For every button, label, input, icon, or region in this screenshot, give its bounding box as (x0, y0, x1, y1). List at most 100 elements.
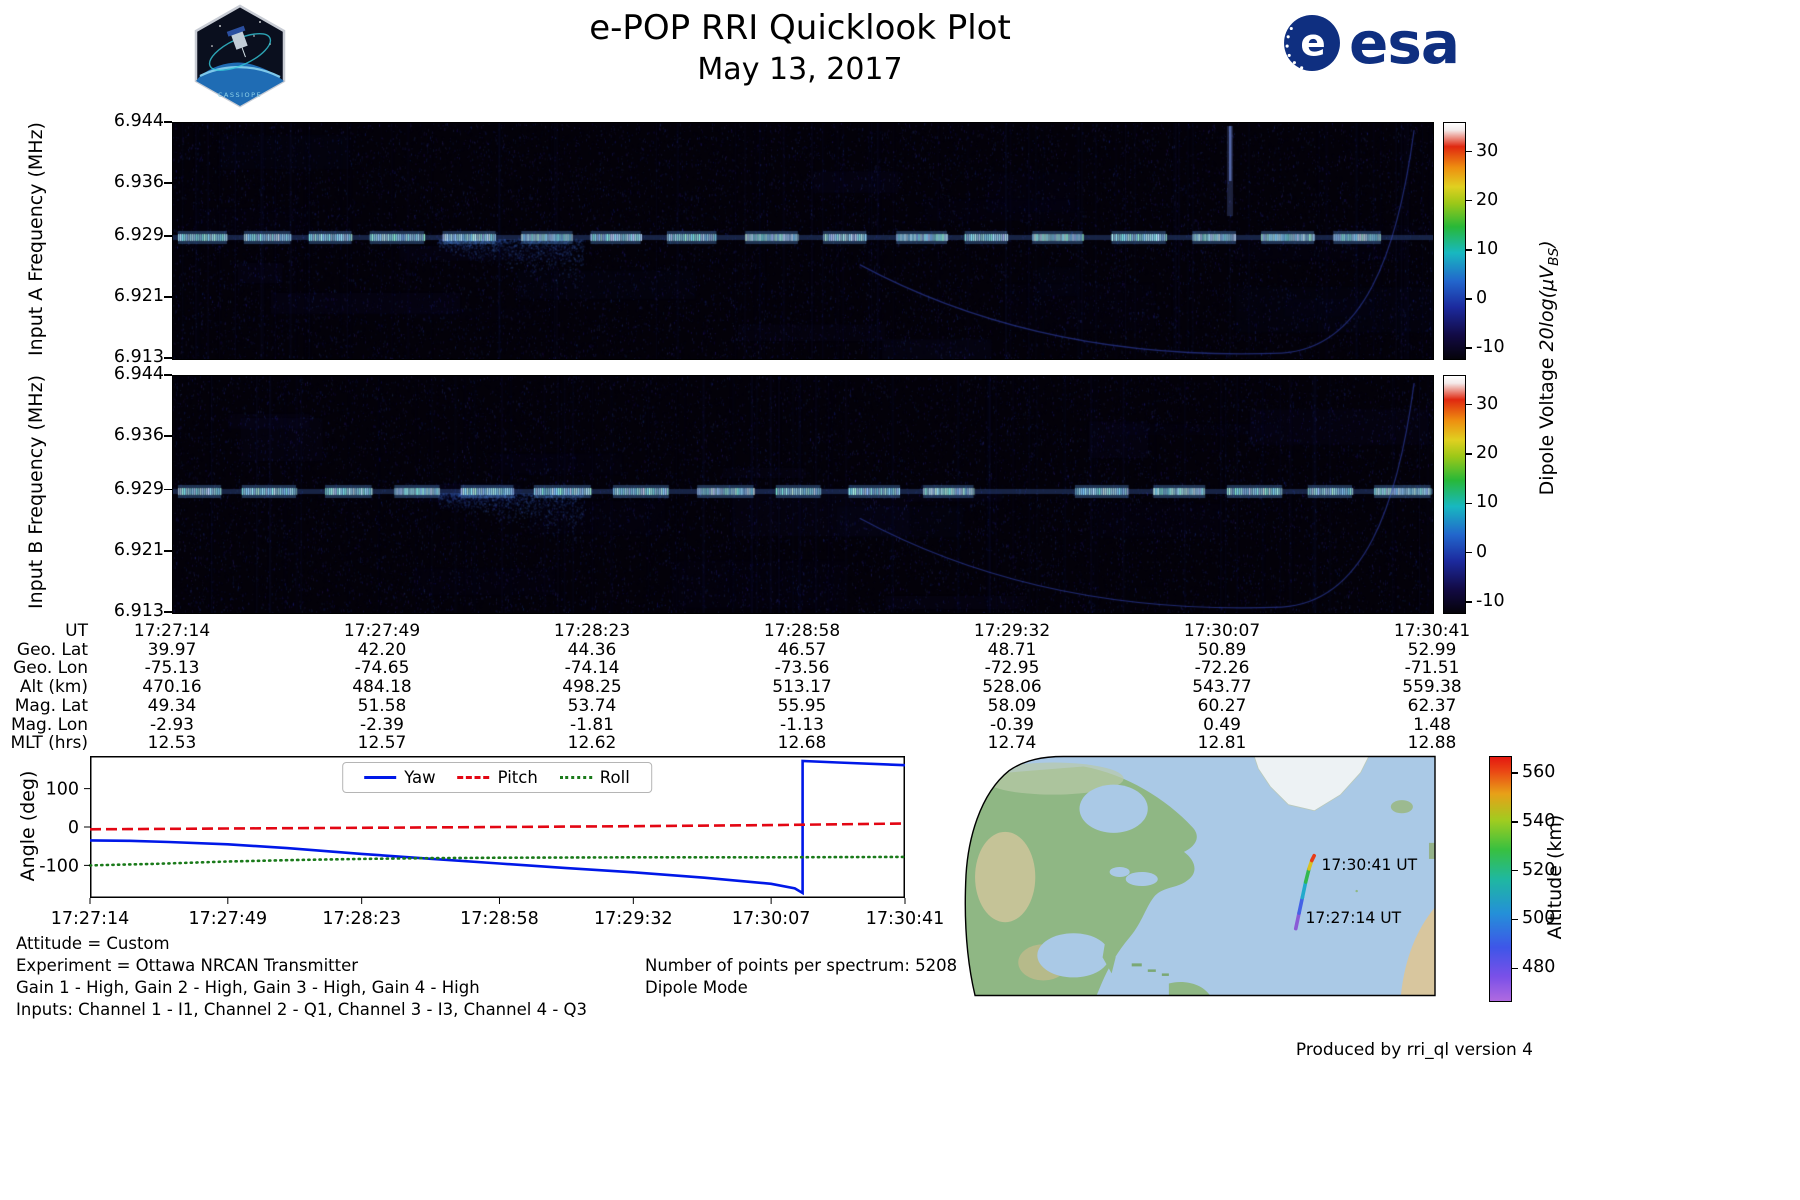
cassiope-mission-patch: CASSIOPE (190, 4, 290, 108)
legend-item-roll: Roll (559, 768, 630, 787)
ephemeris-cell: -1.13 (780, 714, 824, 735)
freq-tick-mark (164, 357, 172, 359)
freq-tick-label: 6.929 (113, 478, 164, 499)
track-segment (1297, 895, 1305, 915)
cbar-label-sub: BS (1545, 247, 1562, 266)
page-title: e-POP RRI Quicklook Plot (589, 8, 1011, 48)
map-greenland (1253, 756, 1370, 812)
ephemeris-cell: 50.89 (1197, 639, 1247, 660)
cbar-label-math: 20log(μV (1536, 265, 1559, 352)
colorbar-tick-mark (1466, 249, 1472, 251)
colorbar-tick-mark (1466, 552, 1472, 554)
freq-tick-mark (164, 182, 172, 184)
ephemeris-cell: 12.74 (987, 733, 1037, 754)
esa-logo: e esa (1283, 14, 1460, 72)
map-hudson-bay (1079, 784, 1148, 833)
attitude-x-tick-label: 17:27:49 (188, 909, 267, 929)
attitude-x-tick-label: 17:30:07 (732, 909, 811, 929)
patch-satellite-icon (226, 25, 248, 58)
ephemeris-cell: 17:29:32 (973, 621, 1051, 641)
ephemeris-cell: -72.95 (984, 658, 1040, 679)
colorbar-tick-mark (1466, 150, 1472, 153)
freq-tick-label: 6.944 (113, 111, 164, 131)
dipole-mode-annotation: Dipole Mode (645, 978, 748, 997)
ephemeris-row-label: Mag. Lon (10, 714, 88, 735)
freq-tick-mark (164, 374, 172, 376)
colorbar-tick-mark (1512, 772, 1518, 774)
ephemeris-cell: -71.51 (1404, 658, 1460, 679)
colorbar-tick-label: 540 (1522, 810, 1556, 831)
ephemeris-cell: 17:30:07 (1183, 621, 1261, 641)
ephemeris-cell: 12.62 (567, 733, 617, 754)
ephemeris-cell: 12.68 (777, 733, 827, 754)
patch-earth (196, 62, 284, 106)
ephemeris-row-label: Geo. Lon (13, 658, 88, 679)
colorbar-tick-label: 30 (1476, 140, 1499, 161)
track-segment (1300, 880, 1308, 900)
attitude-series-pitch (89, 822, 906, 831)
map-south-america (1168, 981, 1211, 996)
freq-tick-label: 6.936 (113, 425, 164, 446)
map-europe-edge (1428, 842, 1435, 859)
ephemeris-cell: 498.25 (562, 677, 622, 698)
map-caribbean-1 (1131, 963, 1142, 967)
freq-tick-mark (164, 296, 172, 298)
map-iceland (1390, 800, 1413, 814)
freq-tick-label: 6.921 (113, 539, 164, 560)
produced-by-text: Produced by rri_ql version 4 (1295, 1040, 1533, 1060)
colorbar-tick-label: -10 (1476, 337, 1505, 358)
colorbar-tick-mark (1466, 601, 1472, 603)
ephemeris-cell: -73.56 (774, 658, 830, 679)
ephemeris-cell: 46.57 (777, 639, 827, 660)
freq-tick-mark (164, 235, 172, 237)
colorbar-tick-label: 480 (1522, 957, 1556, 978)
colorbar-tick-label: 20 (1476, 443, 1499, 463)
attitude-series-roll (88, 855, 907, 867)
attitude-y-tick-label: 100 (46, 780, 79, 800)
ephemeris-cell: 12.57 (357, 733, 407, 754)
ephemeris-cell: 17:27:49 (343, 621, 421, 641)
ephemeris-cell: 0.49 (1203, 714, 1241, 735)
attitude-x-tick-label: 17:27:14 (51, 909, 130, 929)
colorbar-tick-label: 500 (1522, 908, 1556, 929)
cbar-label-text: Dipole Voltage (1536, 351, 1559, 496)
ephemeris-cell: 12.88 (1407, 733, 1457, 754)
freq-tick-mark (164, 121, 172, 123)
colorbar-input-b (1443, 375, 1466, 614)
ephemeris-cell: 58.09 (987, 695, 1037, 716)
colorbar-tick-label: 0 (1476, 288, 1488, 308)
freq-tick-label: 6.944 (113, 364, 164, 384)
map-great-lakes (1125, 871, 1158, 887)
map-florida (1102, 939, 1116, 974)
freq-tick-mark (164, 550, 172, 552)
colorbar-tick-mark (1512, 821, 1518, 823)
colorbar-tick-label: 30 (1476, 393, 1499, 414)
legend-item-pitch: Pitch (457, 768, 538, 787)
ephemeris-cell: -72.26 (1194, 658, 1250, 679)
map-tundra (983, 762, 1124, 795)
ephemeris-cell: 39.97 (147, 639, 197, 660)
input-b-ylabel: Input B Frequency (MHz) (25, 375, 47, 609)
legend-item-yaw: Yaw (364, 768, 436, 787)
ephemeris-cell: 62.37 (1407, 695, 1457, 716)
ephemeris-cell: -2.93 (150, 714, 194, 735)
track-segment (1303, 867, 1311, 884)
legend-roll-line-icon (559, 776, 592, 779)
altitude-colorbar (1489, 756, 1512, 1002)
dipole-voltage-colorbar-label: Dipole Voltage 20log(μVBS) (1536, 118, 1562, 618)
colorbar-tick-mark (1466, 453, 1472, 455)
ephemeris-cell: 12.53 (147, 733, 197, 754)
freq-tick-mark (164, 611, 172, 613)
attitude-plot-frame (90, 756, 905, 898)
map-gulf-of-mexico (1037, 933, 1110, 978)
colorbar-tick-label: 0 (1476, 541, 1488, 562)
ephemeris-cell: 52.99 (1407, 639, 1457, 660)
map-caribbean-3 (1161, 973, 1169, 976)
ephemeris-cell: 513.17 (772, 677, 832, 698)
ephemeris-cell: -2.39 (360, 714, 404, 735)
ephemeris-cell: 12.81 (1197, 733, 1247, 754)
ephemeris-row-label: Geo. Lat (16, 639, 88, 660)
colorbar-tick-mark (1512, 967, 1518, 969)
colorbar-tick-mark (1466, 502, 1472, 505)
